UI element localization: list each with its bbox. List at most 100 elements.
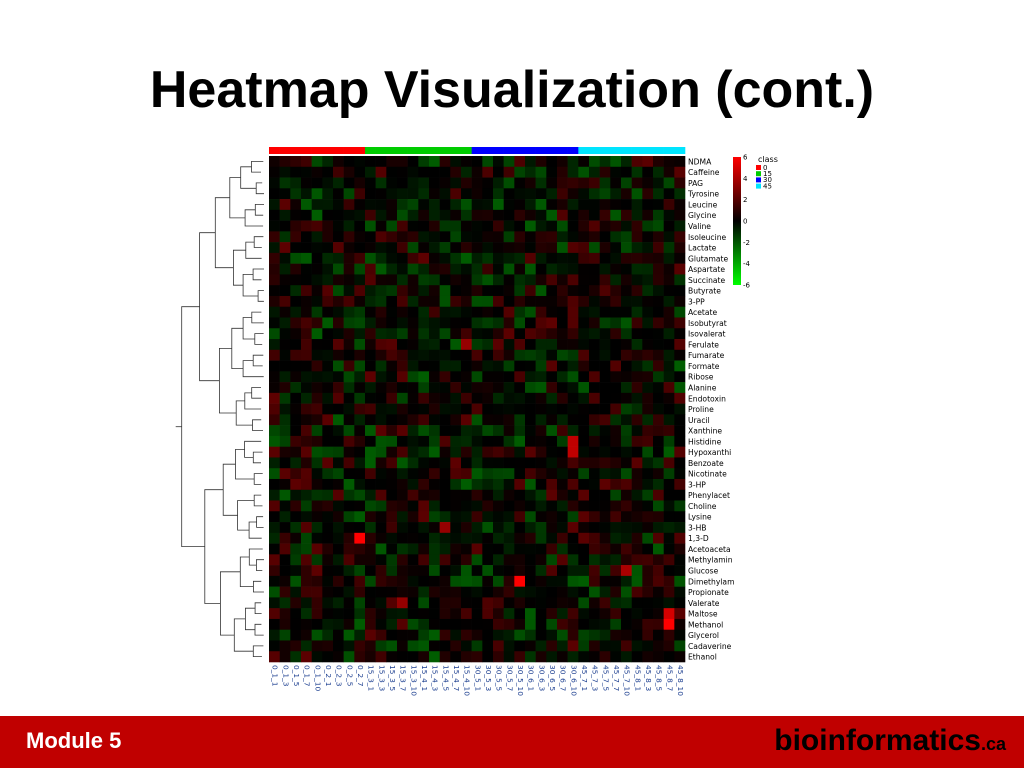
heatmap-cell <box>653 425 664 437</box>
heatmap-cell <box>557 489 568 501</box>
row-label: Ribose <box>688 373 714 382</box>
heatmap-cell <box>386 543 398 555</box>
heatmap-cell <box>418 522 430 534</box>
heatmap-cell <box>631 317 643 329</box>
heatmap-cell <box>482 435 494 447</box>
heatmap-cell <box>621 349 632 361</box>
heatmap-cell <box>642 414 654 426</box>
heatmap-cell <box>642 468 654 480</box>
heatmap-cell <box>354 403 366 415</box>
heatmap-cell <box>578 371 590 383</box>
heatmap-cell <box>493 403 504 415</box>
slide-title: Heatmap Visualization (cont.) <box>149 61 875 119</box>
heatmap-cell <box>514 435 526 447</box>
heatmap-cell <box>439 414 451 426</box>
heatmap-cell <box>493 414 504 426</box>
heatmap-cell <box>663 618 675 631</box>
row-label: Benzoate <box>688 459 724 468</box>
heatmap-cell <box>621 446 632 458</box>
heatmap-cell <box>407 360 419 372</box>
heatmap-cell <box>674 360 686 372</box>
heatmap-cell <box>567 489 579 501</box>
row-label: Acetate <box>688 308 718 317</box>
heatmap-cell <box>290 382 302 394</box>
heatmap-cell <box>290 532 302 544</box>
heatmap-cell <box>311 252 323 264</box>
row-label: Glycine <box>688 211 717 220</box>
heatmap-cell <box>343 317 355 329</box>
heatmap-cell <box>311 618 323 631</box>
heatmap-cell <box>418 242 430 254</box>
heatmap-cell <box>418 640 430 652</box>
heatmap-cell <box>535 328 547 340</box>
heatmap-cell <box>567 500 579 512</box>
heatmap-cell <box>375 425 387 437</box>
heatmap-cell <box>343 371 355 383</box>
heatmap-cell <box>471 468 483 480</box>
heatmap-cell <box>418 295 430 308</box>
heatmap-cell <box>621 328 632 340</box>
heatmap-cell <box>621 425 632 437</box>
heatmap-cell <box>631 220 643 232</box>
heatmap-cell <box>525 435 536 447</box>
heatmap-cell <box>461 209 472 221</box>
heatmap-cell <box>599 328 611 340</box>
heatmap-cell <box>439 209 451 221</box>
dendrogram-branch <box>245 607 256 631</box>
heatmap-cell <box>269 468 280 480</box>
heatmap-cell <box>525 263 536 275</box>
heatmap-cell <box>674 403 686 415</box>
heatmap-cell <box>450 274 462 286</box>
heatmap-cell <box>493 457 504 469</box>
heatmap-cell <box>450 382 462 394</box>
heatmap-cell <box>354 242 366 254</box>
heatmap-cell <box>461 618 472 631</box>
heatmap-cell <box>333 446 344 458</box>
heatmap-cell <box>471 360 483 372</box>
heatmap-cell <box>301 349 312 361</box>
heatmap-cell <box>407 446 419 458</box>
heatmap-cell <box>503 532 515 544</box>
heatmap-cell <box>546 532 558 544</box>
heatmap-cell <box>493 586 504 598</box>
heatmap-cell <box>290 349 302 361</box>
row-label: Methanol <box>688 620 723 629</box>
heatmap-cell <box>546 382 558 394</box>
heatmap-cell <box>642 425 654 437</box>
heatmap-cell <box>663 306 675 318</box>
row-label: Methylamin <box>688 556 733 565</box>
row-label: Phenylacet <box>688 491 730 500</box>
column-label: 45_8_3 <box>644 665 653 691</box>
heatmap-cell <box>290 575 302 587</box>
heatmap-cell <box>365 586 376 598</box>
heatmap-cell <box>493 274 504 286</box>
heatmap-cell <box>311 543 323 555</box>
heatmap-cell <box>290 543 302 555</box>
heatmap-cell <box>343 500 355 512</box>
heatmap-cell <box>535 457 547 469</box>
dendrogram-branch <box>245 241 262 259</box>
heatmap-cell <box>546 231 558 243</box>
heatmap-cell <box>503 166 515 178</box>
heatmap-cell <box>621 371 632 383</box>
row-label: Proline <box>688 405 714 414</box>
heatmap-cell <box>450 328 462 340</box>
heatmap-cell <box>514 629 526 641</box>
heatmap-cell <box>514 199 526 211</box>
class-bar-segment <box>397 147 408 154</box>
heatmap-cell <box>663 295 675 308</box>
heatmap-cell <box>343 468 355 480</box>
heatmap-cell <box>375 586 387 598</box>
heatmap-cell <box>482 306 494 318</box>
heatmap-cell <box>631 371 643 383</box>
heatmap-cell <box>301 252 312 264</box>
heatmap-cell <box>269 565 280 577</box>
heatmap-cell <box>482 651 494 663</box>
heatmap-cell <box>375 522 387 534</box>
heatmap-cell <box>610 242 622 254</box>
heatmap-cell <box>301 188 312 200</box>
heatmap-cell <box>397 403 408 415</box>
heatmap-cell <box>653 188 664 200</box>
heatmap-cell <box>375 629 387 641</box>
heatmap-cell <box>386 371 398 383</box>
